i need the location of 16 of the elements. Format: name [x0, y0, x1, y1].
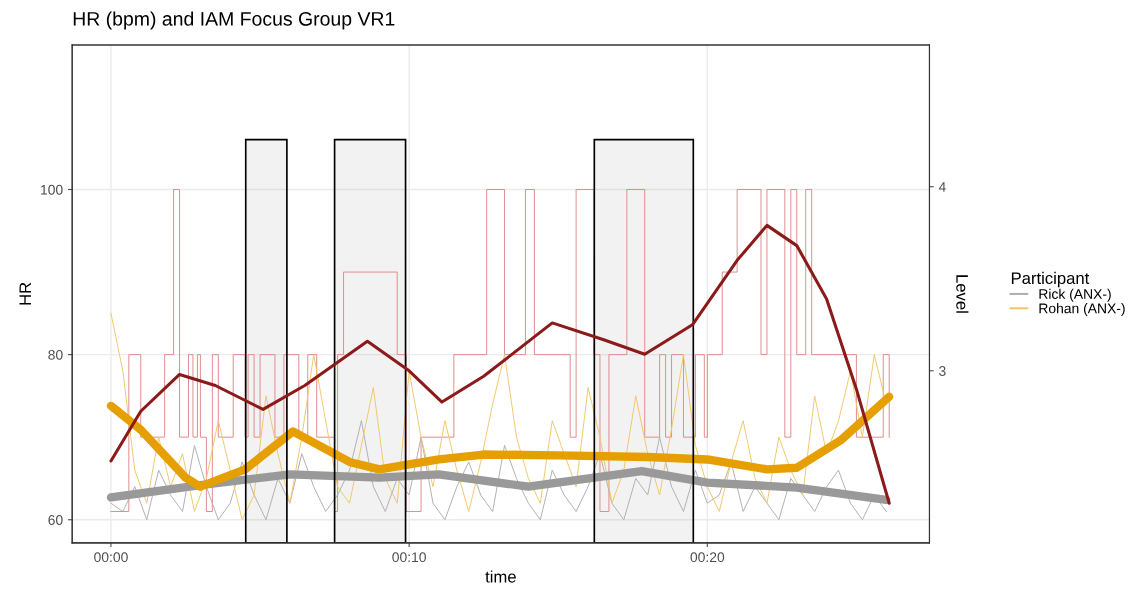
chart-title: HR (bpm) and IAM Focus Group VR1: [73, 11, 395, 30]
y2-axis-title: Level: [956, 275, 969, 313]
y-tick-label: 100: [41, 184, 63, 195]
line-series: [110, 420, 887, 521]
y-tick-label: 60: [48, 515, 63, 525]
y2-tick-label: 4: [938, 182, 946, 192]
x-axis-title: time: [485, 570, 516, 583]
x-tick-label: 00:00: [94, 552, 128, 563]
x-tick-label: 00:20: [690, 552, 725, 563]
x-tick-label: 00:10: [392, 552, 426, 563]
y2-tick-label: 3: [939, 366, 946, 376]
legend-title: Participant: [1011, 271, 1090, 288]
legend-label: Rohan (ANX-): [1039, 303, 1125, 317]
y-tick-label: 80: [48, 349, 63, 360]
y-axis-title: HR: [19, 282, 31, 305]
legend-label: Rick (ANX-): [1039, 288, 1111, 302]
